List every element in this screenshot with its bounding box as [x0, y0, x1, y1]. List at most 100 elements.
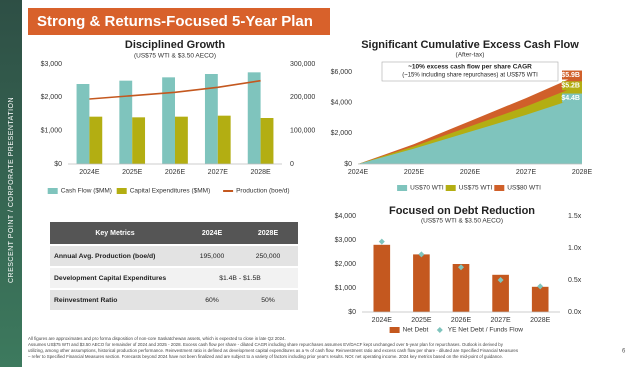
diamond-marker — [537, 283, 544, 290]
x-tick-label: 2024E — [372, 317, 393, 324]
y2-tick-label: 200,000 — [290, 94, 315, 101]
bar — [76, 84, 90, 164]
x-tick-label: 2026E — [165, 169, 186, 176]
table-header: 2024E — [202, 230, 223, 237]
x-tick-label: 2026E — [451, 317, 472, 324]
legend-label: Cash Flow ($MM) — [61, 188, 112, 195]
legend-label: US$80 WTI — [507, 185, 541, 192]
y-tick-label: $2,000 — [331, 130, 353, 137]
y-tick-label: $4,000 — [335, 213, 357, 220]
bar — [260, 118, 274, 164]
chart-title: Significant Cumulative Excess Cash Flow — [361, 39, 579, 51]
y-tick-label: $2,000 — [41, 94, 63, 101]
legend-swatch — [47, 188, 58, 194]
bar — [247, 72, 261, 164]
table-header: 2028E — [258, 230, 279, 237]
footnote: utilizing, among other assumptions, hist… — [28, 348, 519, 353]
table-cell: 250,000 — [256, 253, 281, 260]
legend-swatch — [436, 327, 443, 333]
x-tick-label: 2028E — [250, 169, 271, 176]
sidebar-text: CRESCENT POINT / CORPORATE PRESENTATION — [8, 97, 15, 283]
diamond-marker — [378, 238, 385, 245]
y2-tick-label: 300,000 — [290, 61, 315, 68]
x-tick-label: 2024E — [79, 169, 100, 176]
diamond-marker — [458, 264, 464, 271]
y-tick-label: $3,000 — [41, 61, 63, 68]
y-tick-label: $6,000 — [331, 69, 353, 76]
bar — [452, 264, 470, 312]
y-tick-label: $3,000 — [335, 237, 357, 244]
y-tick-label: $4,000 — [331, 100, 353, 107]
table-cell: Development Capital Expenditures — [54, 275, 166, 282]
y2-tick-label: 1.0x — [568, 245, 582, 252]
table-cell: Reinvestment Ratio — [54, 297, 117, 304]
legend-label: YE Net Debt / Funds Flow — [448, 327, 523, 334]
bar — [531, 286, 549, 312]
sidebar — [0, 0, 22, 367]
bar — [162, 77, 175, 164]
table-header: Key Metrics — [95, 230, 134, 237]
y2-tick-label: 0.0x — [568, 309, 582, 316]
x-tick-label: 2025E — [411, 317, 432, 324]
table-cell: $1.4B - $1.5B — [219, 275, 261, 282]
legend-label: Net Debt — [403, 327, 429, 334]
bar — [413, 254, 430, 312]
bar — [89, 116, 103, 164]
value-label-box — [562, 81, 582, 91]
footnote: – refer to Specified Financial Measures … — [28, 354, 503, 359]
bar — [204, 74, 218, 164]
x-tick-label: 2025E — [404, 169, 425, 176]
y2-tick-label: 100,000 — [290, 128, 315, 135]
legend-label: US$70 WTI — [410, 185, 444, 192]
legend-swatch — [494, 185, 505, 191]
bar — [217, 115, 231, 164]
table-cell: 195,000 — [200, 253, 225, 260]
area — [358, 96, 582, 164]
legend-swatch — [116, 188, 127, 194]
table-row-bg — [50, 290, 298, 310]
legend-swatch — [397, 185, 408, 191]
annotation: (~15% including share repurchases) at US… — [402, 73, 538, 79]
legend-swatch — [389, 327, 400, 333]
x-tick-label: 2025E — [122, 169, 143, 176]
value-label: $4.4B — [561, 95, 580, 102]
y2-tick-label: 1.5x — [568, 213, 582, 220]
table-row-bg — [50, 246, 298, 266]
y2-tick-label: 0.5x — [568, 277, 582, 284]
x-tick-label: 2026E — [460, 169, 481, 176]
y-tick-label: $0 — [344, 161, 352, 168]
diamond-marker — [497, 277, 504, 283]
bar — [492, 274, 509, 312]
table-row-bg — [50, 268, 298, 288]
table-cell: 50% — [261, 297, 275, 304]
legend-label: US$75 WTI — [459, 185, 493, 192]
table-cell: Annual Avg. Production (boe/d) — [54, 253, 155, 260]
chart-title: Disciplined Growth — [125, 39, 226, 51]
value-label: $5.9B — [561, 72, 580, 79]
y-tick-label: $2,000 — [335, 261, 357, 268]
table-header-bg — [50, 222, 298, 244]
x-tick-label: 2024E — [348, 169, 369, 176]
bar — [132, 117, 146, 164]
chart-subtitle: (US$75 WTI & $3.50 AECO) — [421, 218, 503, 225]
x-tick-label: 2027E — [516, 169, 537, 176]
title-banner — [28, 8, 330, 35]
value-label: $5.2B — [561, 83, 580, 90]
chart-subtitle: (After-tax) — [456, 52, 485, 59]
legend-label: Capital Expenditures ($MM) — [130, 188, 211, 195]
y-tick-label: $1,000 — [335, 285, 357, 292]
line — [89, 79, 261, 100]
bar — [373, 244, 391, 312]
y2-tick-label: 0 — [290, 161, 294, 168]
table-cell: 60% — [205, 297, 219, 304]
y-tick-label: $1,000 — [41, 128, 63, 135]
annotation-box — [381, 61, 559, 82]
chart-subtitle: (US$75 WTI & $3.50 AECO) — [134, 53, 216, 60]
page-number: 6 — [622, 349, 626, 355]
slide-title: Strong & Returns-Focused 5-Year Plan — [37, 13, 313, 30]
chart-title: Focused on Debt Reduction — [389, 205, 535, 217]
y-tick-label: $0 — [348, 309, 356, 316]
value-label-box — [562, 70, 582, 80]
legend-label: Production (boe/d) — [236, 188, 289, 195]
